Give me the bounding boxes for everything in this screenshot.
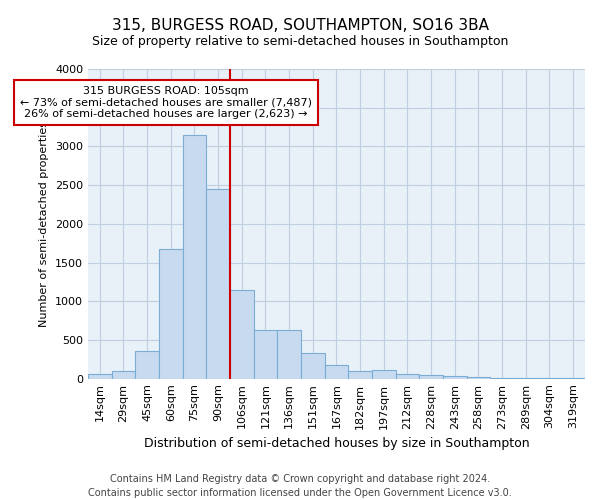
- X-axis label: Distribution of semi-detached houses by size in Southampton: Distribution of semi-detached houses by …: [143, 437, 529, 450]
- Bar: [325, 364, 348, 378]
- Bar: [112, 371, 135, 378]
- Text: 315 BURGESS ROAD: 105sqm
← 73% of semi-detached houses are smaller (7,487)
26% o: 315 BURGESS ROAD: 105sqm ← 73% of semi-d…: [20, 86, 312, 119]
- Bar: [348, 371, 372, 378]
- Y-axis label: Number of semi-detached properties: Number of semi-detached properties: [40, 121, 49, 327]
- Bar: [301, 353, 325, 378]
- Bar: [254, 330, 277, 378]
- Bar: [206, 189, 230, 378]
- Text: 315, BURGESS ROAD, SOUTHAMPTON, SO16 3BA: 315, BURGESS ROAD, SOUTHAMPTON, SO16 3BA: [112, 18, 488, 32]
- Bar: [230, 290, 254, 378]
- Text: Contains HM Land Registry data © Crown copyright and database right 2024.
Contai: Contains HM Land Registry data © Crown c…: [88, 474, 512, 498]
- Bar: [372, 370, 395, 378]
- Bar: [419, 375, 443, 378]
- Bar: [88, 374, 112, 378]
- Bar: [135, 351, 159, 378]
- Bar: [277, 330, 301, 378]
- Bar: [182, 135, 206, 378]
- Bar: [467, 377, 490, 378]
- Bar: [159, 248, 182, 378]
- Bar: [443, 376, 467, 378]
- Text: Size of property relative to semi-detached houses in Southampton: Size of property relative to semi-detach…: [92, 35, 508, 48]
- Bar: [395, 374, 419, 378]
